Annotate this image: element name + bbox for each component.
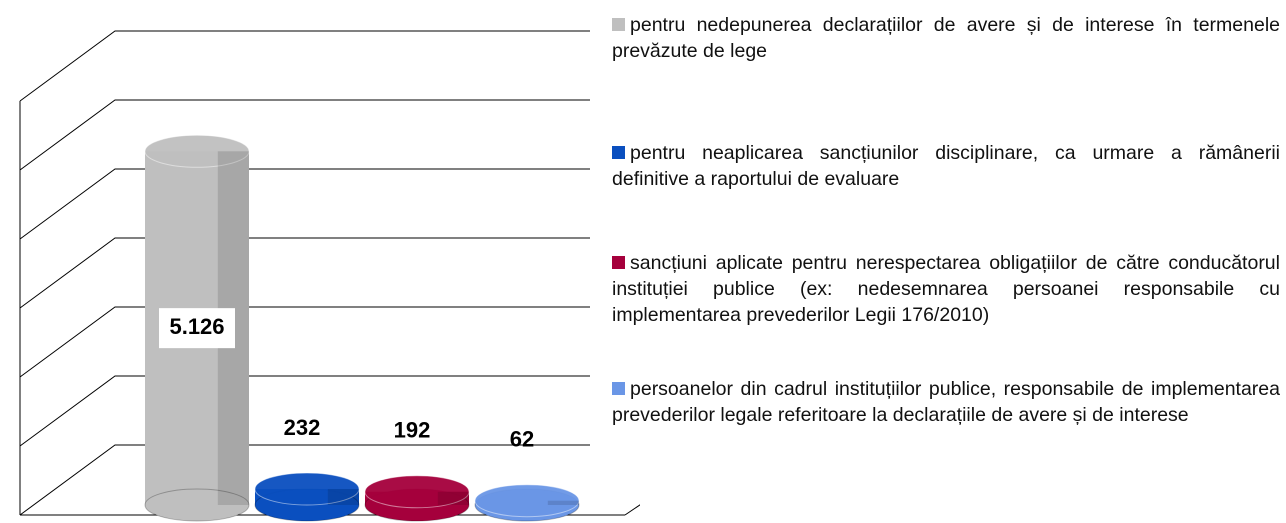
legend-item: pentru neaplicarea sancțiunilor discipli…	[612, 140, 1280, 192]
data-label: 232	[284, 415, 321, 440]
legend-label: sancțiuni aplicate pentru nerespectarea …	[612, 252, 1280, 326]
legend-label: pentru nedepunerea declarațiilor de aver…	[612, 14, 1280, 62]
grid-line	[19, 444, 590, 516]
grid-line	[19, 168, 590, 240]
legend-label: pentru neaplicarea sancțiunilor discipli…	[612, 142, 1280, 190]
legend-item: persoanelor din cadrul instituțiilor pub…	[612, 376, 1280, 428]
cylinder-base	[144, 488, 250, 522]
label-box	[159, 308, 235, 349]
shade	[437, 491, 469, 505]
cylinder-top	[254, 472, 360, 506]
grid-line	[19, 30, 590, 102]
cylinder-top	[474, 484, 580, 518]
plot: 5.126 232 192 62	[19, 30, 640, 522]
cylinder-top	[364, 475, 470, 509]
cylinder	[364, 475, 470, 522]
shade	[547, 500, 579, 505]
legend-swatch	[612, 146, 625, 159]
legend-label: persoanelor din cadrul instituțiilor pub…	[612, 378, 1280, 426]
grid-line	[19, 306, 590, 378]
legend-item: pentru nedepunerea declarațiilor de aver…	[612, 12, 1280, 64]
legend-swatch	[612, 18, 625, 31]
grid-line	[19, 99, 590, 171]
cylinder-top	[144, 134, 250, 168]
legend-swatch	[612, 382, 625, 395]
data-label: 192	[394, 418, 431, 443]
floor-edge	[624, 504, 640, 516]
grid-line	[19, 237, 590, 309]
shade	[327, 488, 359, 505]
cylinder	[474, 484, 580, 522]
grid-line	[19, 375, 590, 447]
data-label: 62	[510, 427, 534, 452]
data-label: 5.126	[169, 314, 224, 339]
legend-swatch	[612, 256, 625, 269]
legend-item: sancțiuni aplicate pentru nerespectarea …	[612, 250, 1280, 328]
cylinder	[254, 472, 360, 522]
